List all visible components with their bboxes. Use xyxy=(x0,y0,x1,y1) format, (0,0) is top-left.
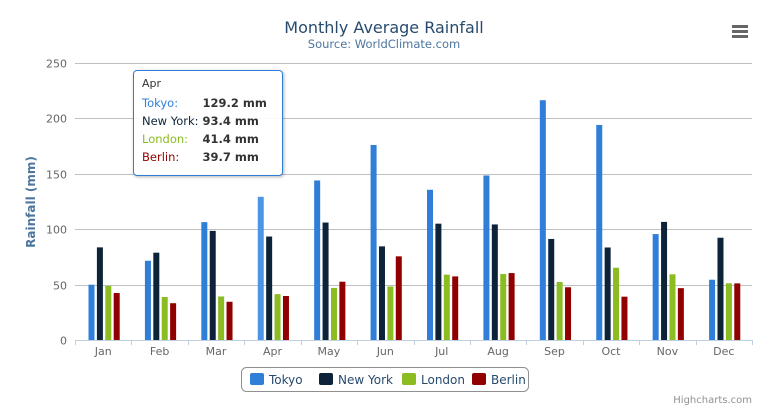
bar-tokyo xyxy=(596,124,603,341)
chart-subtitle: Source: WorldClimate.com xyxy=(308,37,460,51)
x-tick-label: Feb xyxy=(150,345,169,358)
bar-tokyo xyxy=(483,175,490,340)
menu-button[interactable] xyxy=(728,20,752,42)
bar-london xyxy=(556,281,563,340)
bar-tokyo xyxy=(144,260,151,340)
bar-berlin xyxy=(621,296,628,340)
tooltip-label: Tokyo: xyxy=(142,96,179,110)
tooltip-label: New York: xyxy=(142,114,199,128)
legend: Tokyo New York London Berlin xyxy=(241,367,529,392)
x-tick-label: Jun xyxy=(376,345,394,358)
x-tick-label: Nov xyxy=(657,345,679,358)
bar-berlin xyxy=(113,293,120,340)
bar-tokyo xyxy=(257,196,264,340)
bar-berlin xyxy=(677,288,684,340)
bar-london xyxy=(105,285,112,340)
bar-new-york xyxy=(209,230,216,340)
bar-london xyxy=(274,294,281,340)
y-tick-label: 100 xyxy=(46,224,67,237)
tooltip-value: 41.4 mm xyxy=(202,132,259,146)
bar-new-york xyxy=(548,238,555,340)
tooltip-header: Apr xyxy=(142,77,162,90)
credits-link[interactable]: Highcharts.com xyxy=(673,395,752,406)
bar-tokyo xyxy=(709,279,716,340)
bar-berlin xyxy=(565,287,572,340)
bar-berlin xyxy=(508,273,515,340)
bar-tokyo xyxy=(88,284,95,340)
x-axis: Jan Feb Mar Apr May Jun Jul Aug Sep Oct Nov Dec xyxy=(75,340,753,358)
bar-london xyxy=(613,267,620,340)
y-tick-label: 50 xyxy=(53,280,67,293)
bar-london xyxy=(500,273,507,340)
x-tick-label: Oct xyxy=(601,345,621,358)
chart-title: Monthly Average Rainfall xyxy=(284,18,483,37)
bar-new-york xyxy=(322,222,329,340)
bar-london xyxy=(161,297,168,340)
bar-new-york xyxy=(153,252,160,340)
tooltip-value: 129.2 mm xyxy=(202,96,267,110)
bar-tokyo xyxy=(201,222,208,340)
x-tick-label: Dec xyxy=(713,345,734,358)
hamburger-menu-icon xyxy=(732,25,748,28)
x-tick-label: Apr xyxy=(263,345,283,358)
legend-item[interactable]: Tokyo xyxy=(268,373,303,387)
bar-new-york xyxy=(96,247,103,340)
x-tick-label: Mar xyxy=(206,345,227,358)
x-tick-label: May xyxy=(318,345,341,358)
bar-berlin xyxy=(170,303,177,340)
bars xyxy=(88,100,741,341)
x-tick-label: Aug xyxy=(487,345,508,358)
legend-swatch xyxy=(250,373,264,385)
bar-berlin xyxy=(226,301,233,340)
tooltip-value: 39.7 mm xyxy=(202,150,259,164)
tooltip-row: London: 41.4 mm xyxy=(142,130,267,148)
legend-item[interactable]: London xyxy=(421,373,465,387)
bar-tokyo xyxy=(427,189,433,340)
bar-berlin xyxy=(339,281,346,340)
bar-berlin xyxy=(282,296,289,340)
bar-berlin xyxy=(395,256,402,340)
bar-berlin xyxy=(734,283,741,340)
tooltip-label: London: xyxy=(142,132,189,146)
legend-swatch xyxy=(402,373,416,385)
y-tick-label: 200 xyxy=(46,113,67,126)
legend-item[interactable]: New York xyxy=(338,373,393,387)
bar-tokyo xyxy=(314,180,321,340)
y-tick-label: 250 xyxy=(46,58,67,71)
bar-new-york xyxy=(378,246,385,340)
y-tick-label: 150 xyxy=(46,169,67,182)
x-tick-label: Jul xyxy=(434,345,448,358)
bar-new-york xyxy=(604,247,611,340)
bar-new-york xyxy=(266,236,273,340)
bar-london xyxy=(725,283,732,340)
tooltip-row: New York: 93.4 mm xyxy=(142,112,267,130)
bar-new-york xyxy=(491,224,498,340)
x-tick-label: Jan xyxy=(94,345,112,358)
legend-swatch xyxy=(472,373,486,385)
legend-item[interactable]: Berlin xyxy=(491,373,526,387)
bar-london xyxy=(330,287,337,340)
bar-new-york xyxy=(435,223,442,340)
tooltip-label: Berlin: xyxy=(142,150,180,164)
x-tick-label: Sep xyxy=(544,345,565,358)
bar-london xyxy=(443,274,450,340)
bar-tokyo xyxy=(370,144,377,340)
bar-london xyxy=(669,274,676,340)
bar-london xyxy=(387,286,394,340)
bar-tokyo xyxy=(652,234,659,340)
bar-new-york xyxy=(717,237,724,340)
legend-swatch xyxy=(319,373,333,385)
bar-new-york xyxy=(661,221,668,340)
tooltip-value: 93.4 mm xyxy=(202,114,259,128)
tooltip: Apr Tokyo: 129.2 mm New York: 93.4 mm Lond… xyxy=(133,70,283,176)
bar-tokyo xyxy=(539,100,546,341)
y-tick-label: 0 xyxy=(60,335,67,348)
y-axis-title: Rainfall (mm) xyxy=(24,156,38,248)
bar-berlin xyxy=(452,276,459,340)
tooltip-row: Tokyo: 129.2 mm xyxy=(142,94,267,112)
bar-london xyxy=(218,296,225,340)
tooltip-row: Berlin: 39.7 mm xyxy=(142,148,267,166)
